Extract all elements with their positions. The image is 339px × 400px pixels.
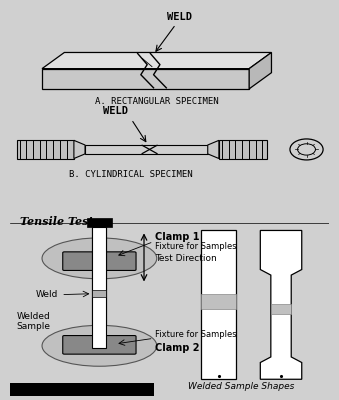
Text: Tensile Test: Tensile Test (20, 216, 93, 226)
Polygon shape (74, 140, 85, 158)
Bar (93, 290, 106, 298)
Text: Weld: Weld (36, 290, 58, 299)
Ellipse shape (42, 325, 157, 366)
Circle shape (290, 139, 323, 160)
Bar (93, 227, 106, 348)
Bar (93, 227, 106, 348)
Text: Welded
Sample: Welded Sample (17, 312, 51, 331)
Text: WELD: WELD (103, 106, 128, 116)
Text: WELD: WELD (166, 12, 192, 22)
Bar (201, 294, 236, 309)
Polygon shape (260, 230, 302, 379)
Ellipse shape (42, 238, 157, 279)
Polygon shape (249, 52, 272, 89)
Bar (10, 383, 154, 396)
Bar (87, 218, 112, 227)
FancyBboxPatch shape (63, 252, 136, 270)
Text: B. CYLINDRICAL SPECIMEN: B. CYLINDRICAL SPECIMEN (69, 170, 193, 179)
Text: Clamp 2: Clamp 2 (155, 343, 200, 353)
Polygon shape (42, 69, 249, 89)
Text: Fixture for Samples: Fixture for Samples (155, 330, 237, 339)
Bar (17, 140, 74, 158)
Text: Fixture for Samples: Fixture for Samples (155, 242, 237, 251)
Text: Welded Sample Shapes: Welded Sample Shapes (188, 382, 294, 391)
Text: Clamp 1: Clamp 1 (155, 232, 200, 242)
Bar (85, 145, 208, 154)
Polygon shape (42, 52, 272, 69)
Bar (219, 140, 267, 158)
Polygon shape (208, 140, 219, 158)
Bar (271, 304, 291, 314)
Text: Test Direction: Test Direction (155, 254, 217, 263)
FancyBboxPatch shape (63, 336, 136, 354)
Bar (201, 230, 236, 379)
Bar (93, 290, 106, 298)
Text: A. RECTANGULAR SPECIMEN: A. RECTANGULAR SPECIMEN (95, 97, 219, 106)
